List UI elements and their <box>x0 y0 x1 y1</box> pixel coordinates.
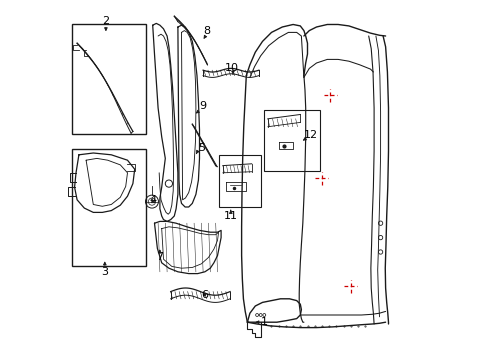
Text: 5: 5 <box>197 143 204 153</box>
Text: 4: 4 <box>149 195 156 205</box>
Bar <box>264 110 320 171</box>
Bar <box>72 149 146 266</box>
Text: 12: 12 <box>304 130 318 140</box>
Bar <box>72 24 146 134</box>
Text: 3: 3 <box>101 267 108 277</box>
Text: 9: 9 <box>199 101 206 111</box>
Text: 8: 8 <box>203 26 210 36</box>
Text: 2: 2 <box>102 16 109 26</box>
Text: 6: 6 <box>201 290 208 300</box>
Text: 11: 11 <box>224 211 237 221</box>
Bar <box>219 155 260 207</box>
Text: 10: 10 <box>224 63 239 73</box>
Text: 7: 7 <box>156 252 163 262</box>
Text: 1: 1 <box>260 317 267 327</box>
